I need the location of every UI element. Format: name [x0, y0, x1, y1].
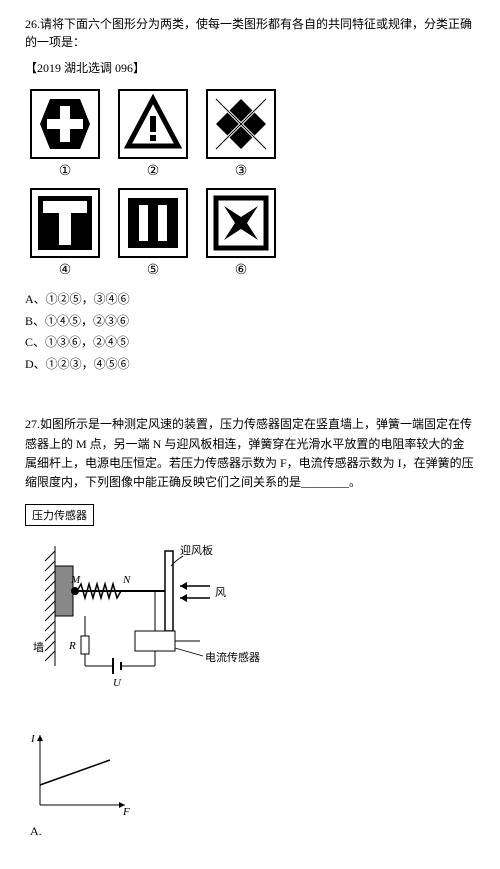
q26-options: A、①②⑤，③④⑥ B、①④⑤，②③⑥ C、①③⑥，②④⑤ D、①②③，④⑤⑥	[25, 289, 475, 375]
shape-box-2	[118, 89, 188, 159]
wind-device-icon: M N 迎风板 风 墙 R 电流传感器 U	[25, 536, 285, 706]
triangle-exclaim-icon	[123, 94, 183, 154]
q26-number: 26.	[25, 17, 40, 31]
shape-box-3	[206, 89, 276, 159]
option-c: C、①③⑥，②④⑤	[25, 332, 475, 354]
shape-cell-4: ④	[25, 188, 105, 279]
shape-num-3: ③	[235, 163, 248, 180]
diamond-x-icon	[211, 94, 271, 154]
shape-num-5: ⑤	[147, 262, 160, 279]
option-a: A、①②⑤，③④⑥	[25, 289, 475, 311]
q27-number: 27.	[25, 417, 40, 431]
pressure-label-wrap: 压力传感器	[25, 504, 475, 526]
square-bars-icon	[123, 193, 183, 253]
q26-header: 26.请将下面六个图形分为两类，使每一类图形都有各自的共同特征或规律，分类正确的…	[25, 15, 475, 51]
wall-label: 墙	[33, 640, 44, 654]
shape-box-5	[118, 188, 188, 258]
option-a-label: A.	[30, 824, 475, 839]
shape-num-2: ②	[147, 163, 160, 180]
shape-cell-5: ⑤	[113, 188, 193, 279]
hexagon-plus-icon	[35, 94, 95, 154]
label-n: N	[122, 574, 131, 586]
square-x-icon	[211, 193, 271, 253]
q27-text: 如图所示是一种测定风速的装置，压力传感器固定在竖直墙上，弹簧一端固定在传感器上的…	[25, 417, 474, 489]
label-m: M	[70, 574, 81, 586]
shape-box-1	[30, 89, 100, 159]
plate-label: 迎风板	[180, 543, 213, 557]
q26-source: 【2019 湖北选调 096】	[25, 59, 475, 77]
option-d: D、①②③，④⑤⑥	[25, 354, 475, 376]
physics-diagram: M N 迎风板 风 墙 R 电流传感器 U	[25, 536, 475, 710]
shape-num-1: ①	[59, 163, 72, 180]
shape-num-6: ⑥	[235, 262, 248, 279]
wind-label: 风	[215, 586, 226, 599]
shape-num-4: ④	[59, 262, 72, 279]
label-u: U	[113, 677, 122, 689]
graph-option-a: I F A.	[25, 730, 475, 839]
current-label-text: 电流传感器	[205, 650, 260, 664]
shapes-grid: ① ② ③	[25, 89, 475, 279]
label-r: R	[68, 640, 76, 652]
axis-i-label: I	[30, 733, 36, 745]
q27-header: 27.如图所示是一种测定风速的装置，压力传感器固定在竖直墙上，弹簧一端固定在传感…	[25, 415, 475, 492]
t-shape-icon	[35, 193, 95, 253]
option-b: B、①④⑤，②③⑥	[25, 311, 475, 333]
q26-text: 请将下面六个图形分为两类，使每一类图形都有各自的共同特征或规律，分类正确的一项是…	[25, 17, 472, 49]
shape-box-4	[30, 188, 100, 258]
graph-a-icon: I F	[25, 730, 135, 820]
shape-cell-2: ②	[113, 89, 193, 180]
shape-cell-6: ⑥	[201, 188, 281, 279]
shape-cell-1: ①	[25, 89, 105, 180]
pressure-sensor-label: 压力传感器	[25, 504, 94, 526]
shape-cell-3: ③	[201, 89, 281, 180]
axis-f-label: F	[122, 806, 130, 818]
shape-box-6	[206, 188, 276, 258]
